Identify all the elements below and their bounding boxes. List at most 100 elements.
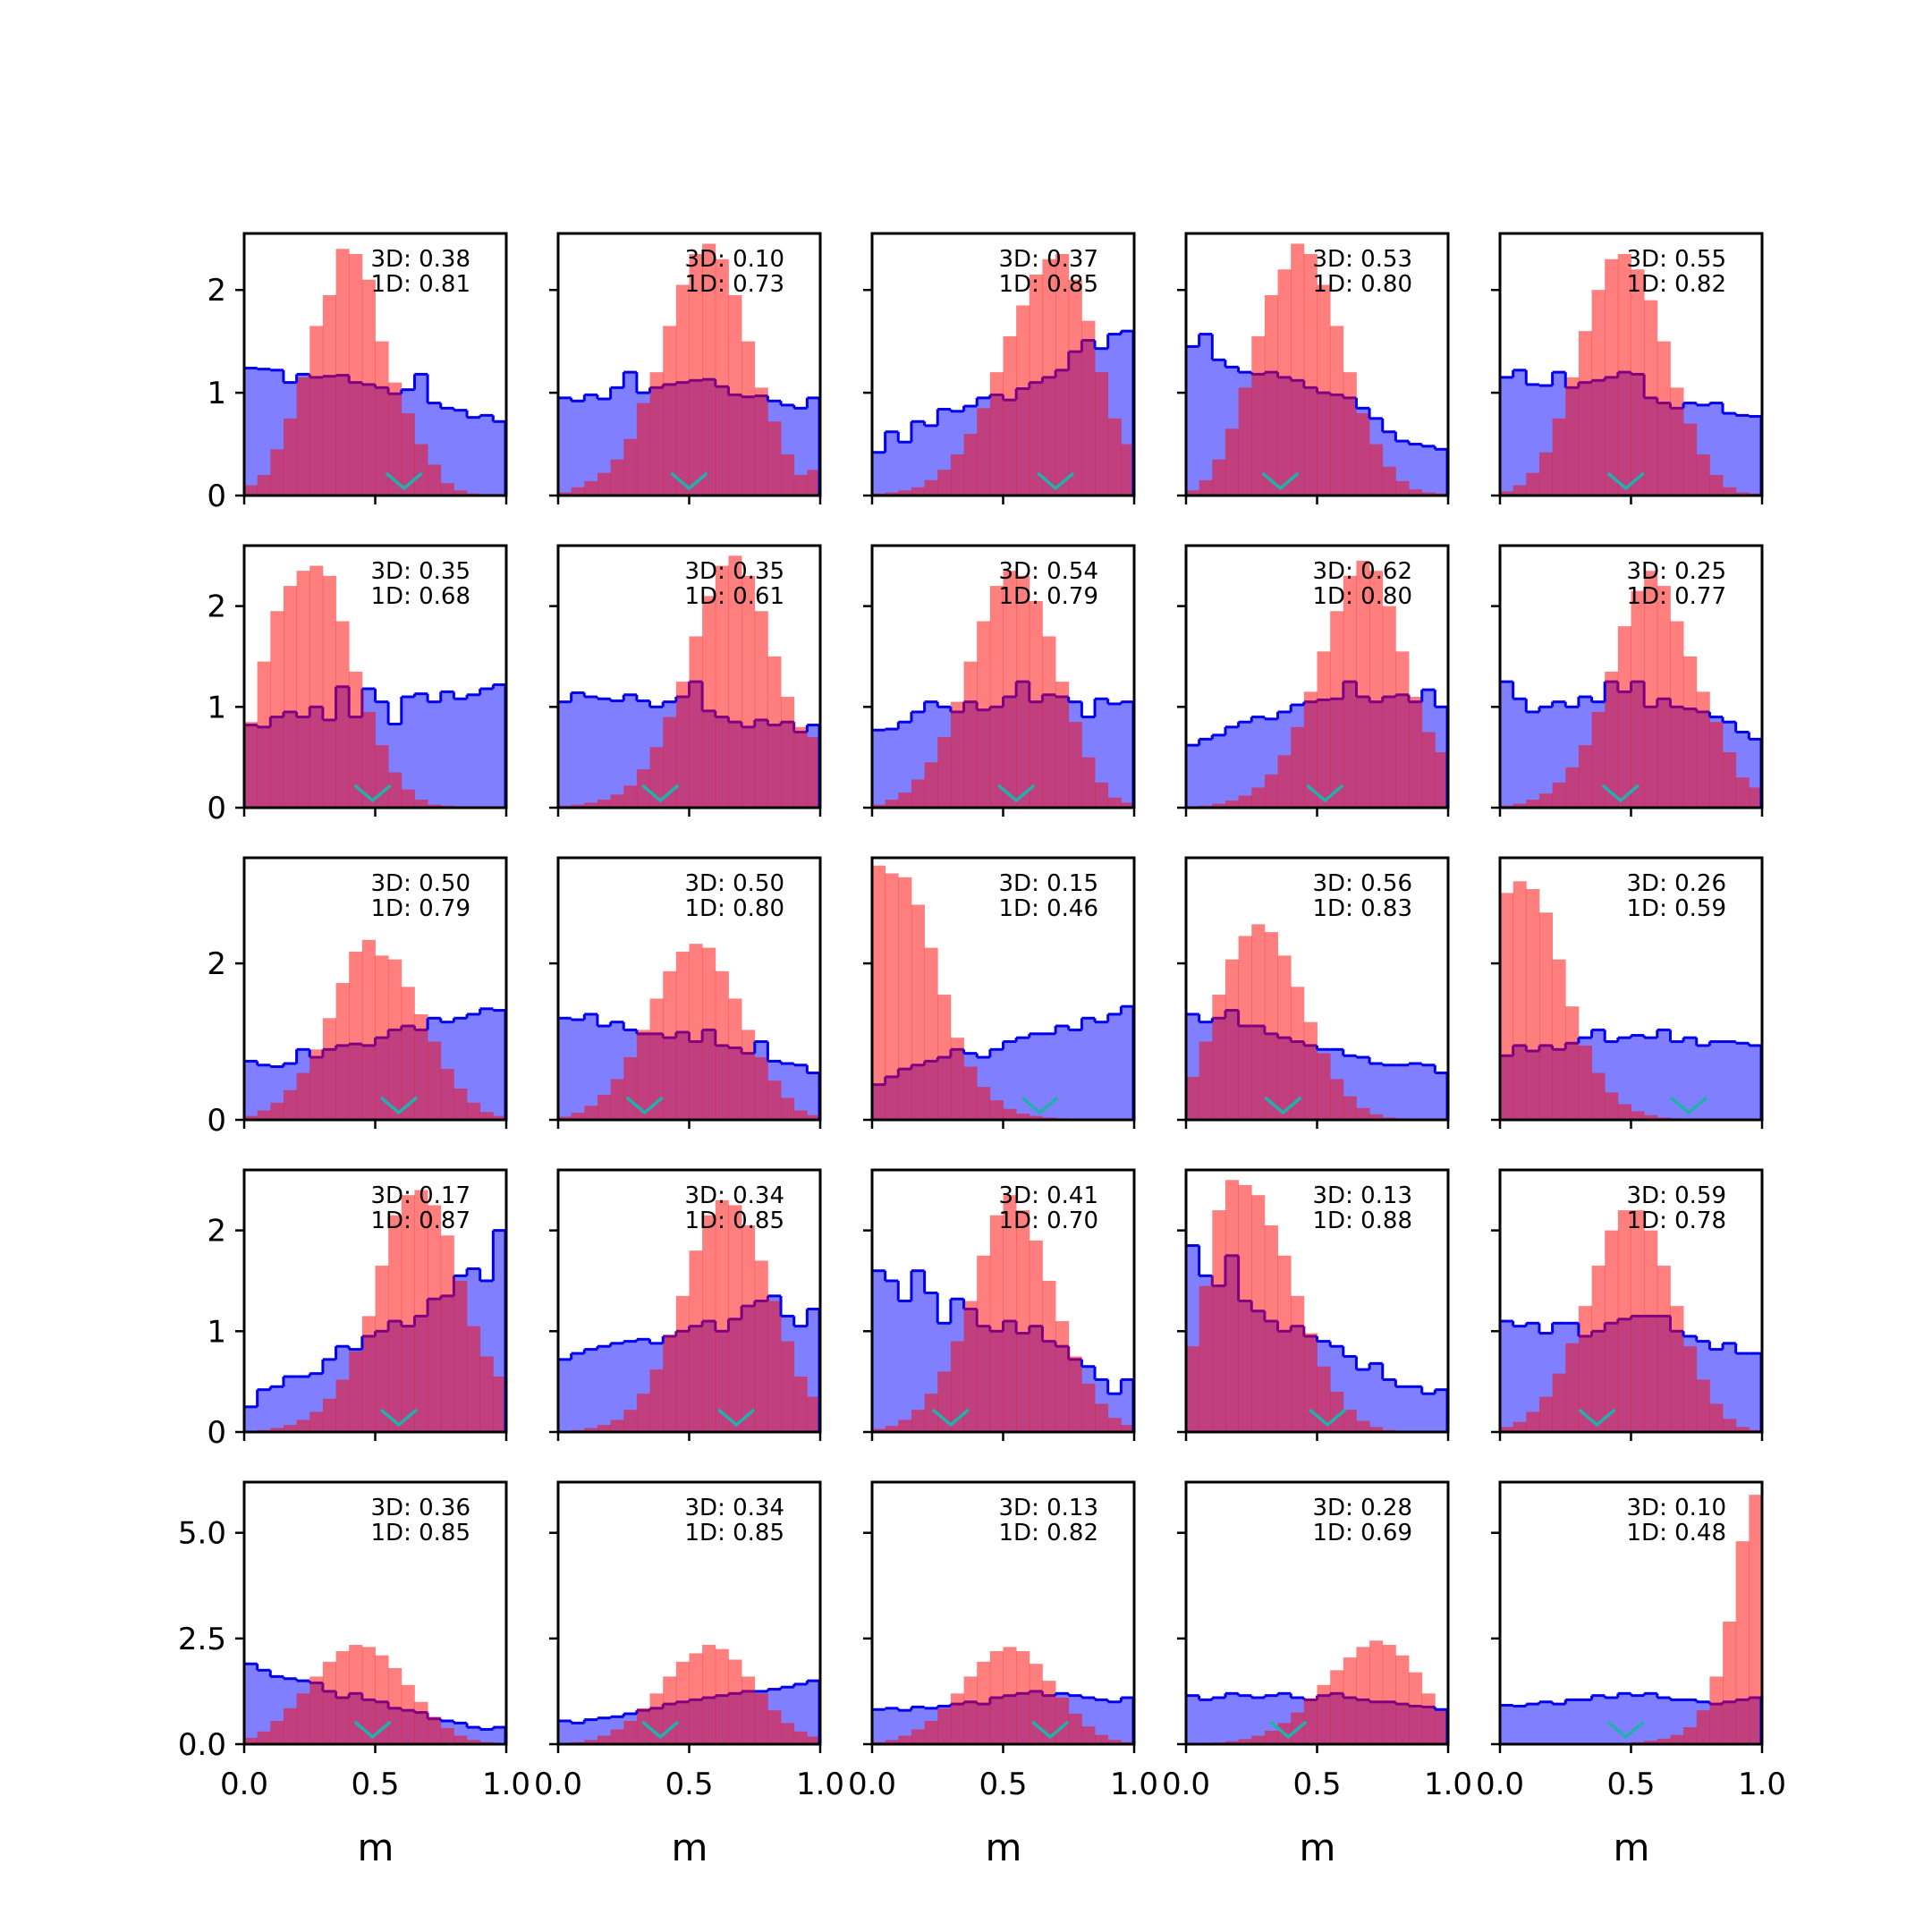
red-bar <box>257 661 271 808</box>
red-bar <box>283 418 297 496</box>
red-bar <box>911 487 925 496</box>
x-tick-label: 0.0 <box>220 1767 268 1802</box>
red-bar <box>1277 755 1292 808</box>
red-bar <box>1238 1739 1252 1744</box>
x-tick-label: 1.0 <box>1110 1767 1158 1802</box>
red-bar <box>428 1041 442 1120</box>
red-bar <box>754 387 768 496</box>
red-bar <box>270 611 284 808</box>
red-bar <box>636 769 650 808</box>
red-bar <box>375 745 389 808</box>
red-bar <box>270 1428 284 1432</box>
red-bar <box>571 804 585 808</box>
score-1d-label: 1D: 0.85 <box>685 1520 784 1546</box>
red-bar <box>1356 1420 1370 1432</box>
red-bar <box>493 1377 506 1432</box>
score-1d-label: 1D: 0.88 <box>1313 1208 1412 1234</box>
xlabel-col-1: m <box>672 1826 708 1869</box>
red-bar <box>702 243 716 496</box>
chevron-down-icon <box>379 1408 419 1428</box>
red-bar <box>1657 1738 1671 1744</box>
red-bar <box>1435 1710 1448 1744</box>
red-bar <box>1343 1096 1357 1120</box>
y-tick-label: 1 <box>207 690 226 725</box>
red-bar <box>1500 491 1514 496</box>
red-bar <box>689 944 703 1120</box>
red-bar <box>767 421 782 496</box>
plot-area <box>558 944 820 1120</box>
red-bar <box>1264 1224 1278 1432</box>
score-3d-label: 3D: 0.37 <box>999 246 1098 273</box>
score-1d-label: 1D: 0.68 <box>371 583 470 610</box>
plot-area <box>1500 253 1762 496</box>
red-bar <box>767 1710 782 1744</box>
red-bar <box>807 1396 820 1432</box>
red-bar <box>1212 995 1226 1120</box>
red-bar <box>610 1419 624 1432</box>
red-bar <box>1081 1726 1096 1744</box>
red-bar <box>1199 1041 1213 1120</box>
red-bar <box>741 1676 756 1744</box>
red-bar <box>1631 590 1645 808</box>
score-3d-label: 3D: 0.62 <box>1313 558 1412 585</box>
red-bar <box>872 1428 886 1432</box>
plot-area <box>244 1644 506 1744</box>
red-bar <box>296 377 310 496</box>
plot-area <box>558 1644 820 1744</box>
red-bar <box>1095 1734 1109 1744</box>
plot-area <box>558 1199 820 1432</box>
red-bar <box>977 1087 991 1120</box>
red-bar <box>1657 1266 1671 1432</box>
score-1d-label: 1D: 0.82 <box>1627 271 1726 298</box>
score-3d-label: 3D: 0.36 <box>371 1495 470 1521</box>
score-3d-label: 3D: 0.34 <box>685 1182 784 1209</box>
red-bar <box>1251 335 1266 496</box>
red-bar <box>715 1199 729 1432</box>
red-bar <box>1657 586 1671 808</box>
red-bar <box>322 1398 336 1432</box>
red-bar <box>793 1731 808 1744</box>
red-bar <box>257 475 271 496</box>
red-bar <box>610 1729 624 1744</box>
red-bar <box>1029 1664 1043 1744</box>
score-1d-label: 1D: 0.80 <box>685 895 784 922</box>
red-bar <box>584 1428 598 1432</box>
red-bar <box>1003 335 1017 496</box>
red-bar <box>1395 1655 1410 1744</box>
red-bar <box>1238 1184 1252 1432</box>
chevron-down-icon <box>1031 1720 1070 1740</box>
red-bar <box>1291 726 1305 808</box>
red-bar <box>361 279 376 496</box>
red-bar <box>1003 1108 1017 1120</box>
red-bar <box>1003 571 1017 808</box>
plot-area <box>1500 881 1762 1120</box>
red-bar <box>401 789 415 808</box>
red-bar <box>1723 1621 1737 1744</box>
red-bar <box>571 1113 585 1120</box>
red-bar <box>296 571 310 808</box>
red-bar <box>401 987 415 1120</box>
red-bar <box>1591 1072 1606 1120</box>
red-bar <box>989 1100 1004 1120</box>
red-bar <box>1552 959 1566 1120</box>
red-bar <box>1016 1651 1030 1744</box>
red-bar <box>597 799 611 808</box>
x-tick-label: 1.0 <box>1738 1767 1786 1802</box>
red-bar <box>1513 881 1527 1120</box>
red-bar <box>1121 802 1134 808</box>
score-3d-label: 3D: 0.54 <box>999 558 1098 585</box>
red-bar <box>1526 888 1540 1120</box>
red-bar <box>937 470 952 496</box>
x-tick-label: 0.5 <box>1292 1767 1341 1802</box>
red-bar <box>911 904 925 1120</box>
red-bar <box>675 682 690 808</box>
red-bar <box>1683 656 1698 808</box>
score-3d-label: 3D: 0.10 <box>685 246 784 273</box>
plot-area <box>1500 1210 1762 1432</box>
red-bar <box>911 779 925 808</box>
